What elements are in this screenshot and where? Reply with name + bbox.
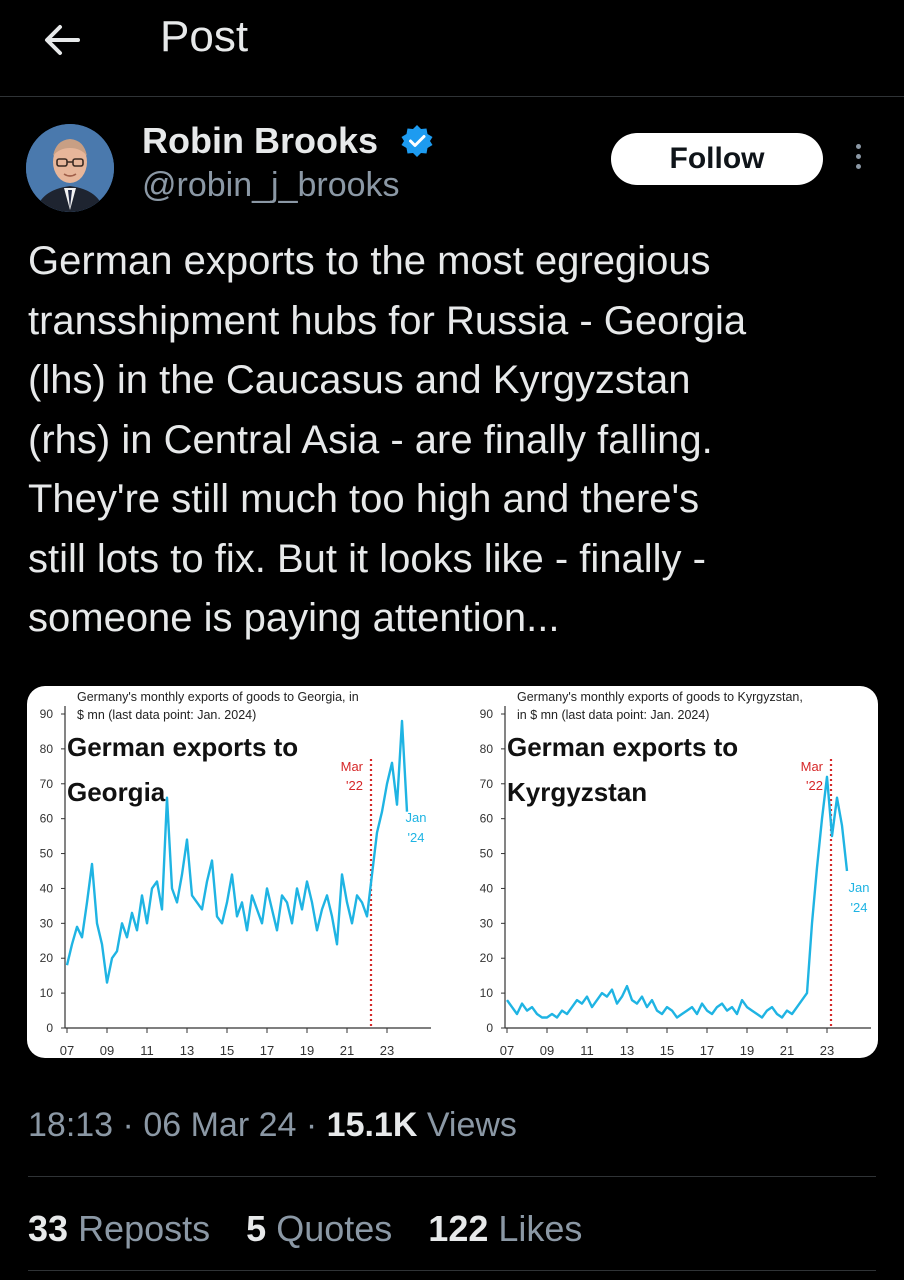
marker-label: Mar	[801, 759, 824, 774]
meta-separator: ·	[122, 1106, 144, 1144]
y-tick-label: 40	[480, 881, 494, 895]
y-tick-label: 50	[40, 847, 54, 861]
y-tick-label: 50	[480, 847, 494, 861]
author-handle[interactable]: @robin_j_brooks	[142, 166, 400, 204]
y-tick-label: 60	[40, 812, 54, 826]
tweet-media-image[interactable]: 0 10 20 30 40 50 60 70 80 90 07 09 11 13 15 17 19 21 23 Ger…	[27, 686, 878, 1058]
series-line	[506, 775, 849, 1019]
chart-title-line: in $ mn (last data point: Jan. 2024)	[517, 708, 709, 722]
end-label: '24	[408, 830, 425, 845]
page-title: Post	[160, 12, 249, 61]
post-time[interactable]: 18:13	[28, 1106, 114, 1144]
top-bar: Post	[0, 0, 904, 97]
end-label: '24	[851, 900, 868, 915]
y-tick-label: 10	[40, 986, 54, 1000]
reposts-count: 33	[28, 1208, 69, 1249]
marker-label: '22	[346, 778, 363, 793]
y-tick-label: 20	[40, 951, 54, 965]
y-tick-label: 90	[40, 707, 54, 721]
engagement-stats: 33 Reposts 5 Quotes 122 Likes	[28, 1208, 608, 1250]
end-label: Jan	[849, 880, 870, 895]
likes-stat[interactable]: 122 Likes	[428, 1208, 582, 1249]
tweet-text: German exports to the most egregious tra…	[28, 239, 747, 640]
x-tick-label: 17	[700, 1043, 714, 1058]
x-tick-label: 09	[540, 1043, 554, 1058]
chart-overlay-title: German exports to	[67, 732, 298, 762]
x-tick-label: 11	[580, 1043, 594, 1058]
chart-overlay-title: Kyrgyzstan	[507, 777, 647, 807]
x-tick-label: 15	[220, 1043, 234, 1058]
y-tick-label: 70	[480, 777, 494, 791]
marker-label: '22	[806, 778, 823, 793]
y-tick-label: 0	[46, 1021, 53, 1035]
x-tick-label: 19	[740, 1043, 754, 1058]
y-tick-label: 70	[40, 777, 54, 791]
follow-button[interactable]: Follow	[611, 133, 823, 185]
divider	[28, 1176, 876, 1177]
x-tick-label: 21	[340, 1043, 354, 1058]
more-options-icon[interactable]	[846, 140, 870, 180]
author-name[interactable]: Robin Brooks	[142, 120, 379, 161]
series-line	[65, 719, 409, 984]
x-tick-label: 09	[100, 1043, 114, 1058]
x-tick-label: 23	[380, 1043, 394, 1058]
chart-title-line: Germany's monthly exports of goods to Ge…	[77, 690, 359, 704]
x-tick-label: 23	[820, 1043, 834, 1058]
x-tick-label: 17	[260, 1043, 274, 1058]
avatar[interactable]	[26, 124, 114, 212]
y-tick-label: 60	[480, 812, 494, 826]
chart-overlay-title: Georgia	[67, 777, 166, 807]
y-tick-label: 10	[480, 986, 494, 1000]
reposts-label: Reposts	[78, 1208, 211, 1249]
chart-title-line: $ mn (last data point: Jan. 2024)	[77, 708, 256, 722]
y-tick-label: 20	[480, 951, 494, 965]
post-date[interactable]: 06 Mar 24	[143, 1106, 297, 1144]
x-tick-label: 11	[140, 1043, 154, 1058]
quotes-label: Quotes	[276, 1208, 393, 1249]
divider	[28, 1270, 876, 1271]
y-tick-label: 80	[480, 742, 494, 756]
y-tick-label: 40	[40, 881, 54, 895]
views-count: 15.1K	[326, 1106, 418, 1144]
meta-separator: ·	[305, 1106, 327, 1144]
x-tick-label: 15	[660, 1043, 674, 1058]
x-tick-label: 19	[300, 1043, 314, 1058]
chart-title-line: Germany's monthly exports of goods to Ky…	[517, 690, 803, 704]
views-label: Views	[426, 1106, 517, 1144]
likes-count: 122	[428, 1208, 489, 1249]
verified-badge-icon	[400, 124, 434, 158]
y-tick-label: 30	[480, 916, 494, 930]
likes-label: Likes	[498, 1208, 583, 1249]
x-tick-label: 13	[180, 1043, 194, 1058]
y-tick-label: 90	[480, 707, 494, 721]
y-tick-label: 80	[40, 742, 54, 756]
y-tick-label: 30	[40, 916, 54, 930]
charts-image: 0 10 20 30 40 50 60 70 80 90 07 09 11 13 15 17 19 21 23 Ger…	[40, 686, 871, 1058]
y-tick-label: 0	[486, 1021, 493, 1035]
reposts-stat[interactable]: 33 Reposts	[28, 1208, 210, 1249]
marker-label: Mar	[341, 759, 364, 774]
quotes-count: 5	[246, 1208, 267, 1249]
back-arrow-icon[interactable]	[40, 18, 84, 62]
x-tick-label: 07	[500, 1043, 514, 1058]
x-tick-label: 13	[620, 1043, 634, 1058]
end-label: Jan	[406, 810, 427, 825]
x-tick-label: 07	[60, 1043, 74, 1058]
quotes-stat[interactable]: 5 Quotes	[246, 1208, 392, 1249]
chart-overlay-title: German exports to	[507, 732, 738, 762]
post-meta: 18:13 · 06 Mar 24 · 15.1K Views	[28, 1106, 517, 1145]
x-tick-label: 21	[780, 1043, 794, 1058]
